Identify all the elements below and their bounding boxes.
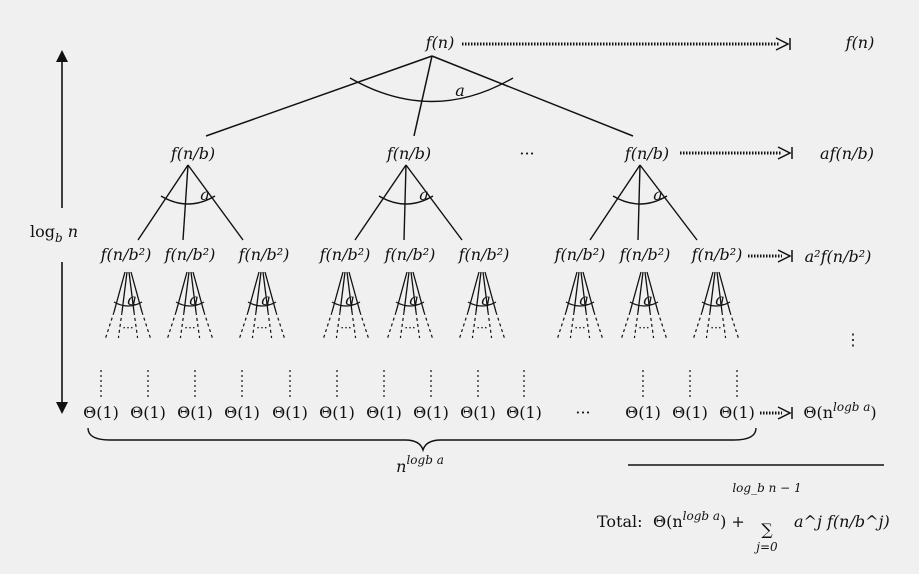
root-edges	[205, 55, 634, 137]
leaf-node: Θ(1)	[672, 403, 708, 422]
sub-branch-group: a ···	[693, 271, 739, 339]
row-sum-arrowheads	[775, 37, 793, 420]
sub-branch-label: a	[481, 290, 491, 309]
leaf-node: Θ(1)	[719, 403, 755, 422]
sub-branch-group: a ···	[105, 271, 151, 339]
svg-text:a^j f(n/b^j): a^j f(n/b^j)	[794, 512, 890, 531]
leaf-node: Θ(1)	[177, 403, 213, 422]
svg-text:f(n/b²): f(n/b²)	[319, 245, 371, 264]
leaf-node: Θ(1)	[506, 403, 542, 422]
row-sum-leaves: Θ(nlogb a)	[803, 400, 876, 422]
svg-text:f(n/b²): f(n/b²)	[164, 245, 216, 264]
leaf-node: Θ(1)	[224, 403, 260, 422]
sub-branch-dots: ···	[710, 321, 721, 335]
sub-branch-label: a	[127, 290, 137, 309]
level1-branch-label: a	[419, 185, 429, 204]
svg-text:Total:: Total:	[597, 512, 643, 531]
leaf-node: Θ(1)	[272, 403, 308, 422]
sub-branch-dots: ···	[184, 321, 195, 335]
sub-branch-dots: ···	[404, 321, 415, 335]
leaf-row: Θ(1) Θ(1) Θ(1) Θ(1) Θ(1) Θ(1) Θ(1) Θ(1) Θ(1) Θ(1)…	[83, 403, 755, 422]
svg-text:∑: ∑	[761, 520, 773, 539]
svg-text:f(n/b²): f(n/b²)	[458, 245, 510, 264]
sub-branch-dots: ···	[122, 321, 133, 335]
svg-text:f(n/b²): f(n/b²)	[238, 245, 290, 264]
level1-node: f(n/b)	[386, 144, 431, 163]
sub-branch-label: a	[189, 290, 199, 309]
root-node: f(n)	[425, 33, 455, 52]
sub-branch-dots: ···	[638, 321, 649, 335]
sub-branch-group: a ···	[621, 271, 667, 339]
leaf-node: Θ(1)	[625, 403, 661, 422]
sub-branch-label: a	[579, 290, 589, 309]
svg-text:f(n/b²): f(n/b²)	[100, 245, 152, 264]
sub-branch-group: a ···	[557, 271, 603, 339]
height-label: logb n	[30, 222, 78, 245]
level2-nodes: f(n/b²) f(n/b²) f(n/b²) f(n/b²) f(n/b²) …	[100, 245, 743, 264]
svg-text:f(n/b²): f(n/b²)	[554, 245, 606, 264]
leaf-node: Θ(1)	[460, 403, 496, 422]
row-sum-level2: a²f(n/b²)	[805, 247, 872, 266]
sub-branch-dots: ···	[340, 321, 351, 335]
sub-branch-dots: ···	[256, 321, 267, 335]
sub-branch-label: a	[643, 290, 653, 309]
level1-node: f(n/b)	[170, 144, 215, 163]
leaf-dashes	[100, 370, 738, 398]
level2-sub-branches: a ··· a ··· a ··· a ··· a ··· a ··· a ··· a ··· a ···	[105, 271, 739, 339]
sub-branch-group: a ···	[459, 271, 505, 339]
leaf-node: Θ(1)	[130, 403, 166, 422]
level1-node: f(n/b)	[624, 144, 669, 163]
height-arrow	[56, 50, 68, 414]
level1-gap: ···	[519, 144, 534, 163]
svg-text:f(n/b²): f(n/b²)	[691, 245, 743, 264]
sub-branch-label: a	[261, 290, 271, 309]
svg-text:Θ(nlogb a) +: Θ(nlogb a) +	[653, 509, 745, 531]
sub-branch-group: a ···	[167, 271, 213, 339]
leaf-node: Θ(1)	[319, 403, 355, 422]
sub-branch-dots: ···	[476, 321, 487, 335]
sub-branch-label: a	[345, 290, 355, 309]
leaf-node: Θ(1)	[413, 403, 449, 422]
svg-text:f(n/b²): f(n/b²)	[619, 245, 671, 264]
root-branch-arc	[349, 77, 514, 103]
leaf-brace	[87, 427, 757, 453]
sub-branch-dots: ···	[574, 321, 585, 335]
svg-text:j=0: j=0	[753, 540, 778, 554]
sub-branch-group: a ···	[387, 271, 433, 339]
leaf-gap: ···	[575, 403, 590, 422]
total-formula: Total: Θ(nlogb a) + log_b n − 1 ∑ j=0 a^…	[597, 481, 890, 554]
sub-branch-group: a ···	[239, 271, 285, 339]
root-branch-label: a	[455, 81, 465, 100]
sub-branch-label: a	[715, 290, 725, 309]
leaf-node: Θ(1)	[83, 403, 119, 422]
leaf-node: Θ(1)	[366, 403, 402, 422]
svg-text:log_b n − 1: log_b n − 1	[732, 481, 801, 495]
level1-branch-label: a	[200, 185, 210, 204]
level1-edges	[137, 164, 698, 241]
row-sum-arrows	[462, 42, 782, 415]
sub-branch-group: a ···	[323, 271, 369, 339]
vertical-dots: ⋮	[845, 330, 861, 349]
svg-text:f(n/b²): f(n/b²)	[384, 245, 436, 264]
sub-branch-label: a	[409, 290, 419, 309]
row-sum-level1: af(n/b)	[820, 144, 874, 163]
level1-branch-label: a	[653, 185, 663, 204]
row-sum-root: f(n)	[845, 33, 875, 52]
leaf-brace-label: nlogb a	[396, 453, 444, 476]
